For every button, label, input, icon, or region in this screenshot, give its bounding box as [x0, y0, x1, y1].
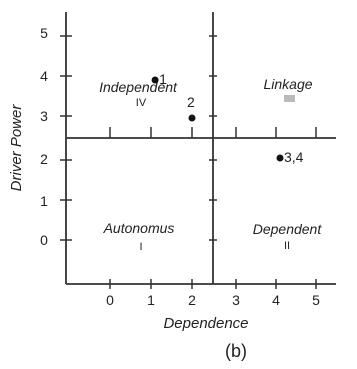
- quadrant-roman-i: I: [139, 241, 142, 253]
- data-point-label-2: 3,4: [284, 149, 304, 165]
- y-tick-label-1: 1: [40, 193, 48, 209]
- x-tick-label-4: 4: [272, 292, 280, 308]
- x-tick-label-2: 2: [188, 292, 196, 308]
- x-tick-label-5: 5: [312, 292, 320, 308]
- data-point-2: [276, 154, 284, 162]
- quadrant-label-dependent: Dependent: [253, 221, 323, 237]
- quadrant-labels: Independent IV Linkage Autonomus I Depen…: [99, 76, 322, 253]
- data-points: 123,4: [151, 71, 304, 165]
- y-tick-label-5: 5: [40, 25, 48, 41]
- y-tick-label-3: 3: [40, 108, 48, 124]
- figure-caption: (b): [225, 341, 247, 361]
- data-point-1: [188, 114, 196, 122]
- x-tick-label-3: 3: [232, 292, 240, 308]
- quadrant-label-independent: Independent: [99, 79, 178, 95]
- quadrant-roman-ii: II: [284, 240, 290, 252]
- quadrant-roman-iv: IV: [136, 97, 147, 109]
- y-tick-label-0: 0: [40, 232, 48, 248]
- y-tick-label-2: 2: [40, 151, 48, 167]
- x-tick-labels: 0 1 2 3 4 5: [106, 292, 320, 308]
- quadrant-marker-linkage: [284, 95, 295, 102]
- y-axis-title: Driver Power: [8, 104, 25, 192]
- data-point-label-1: 2: [187, 94, 195, 110]
- data-point-0: [151, 76, 159, 84]
- y-tick-labels: 0 1 2 3 4 5: [40, 25, 48, 248]
- x-tick-label-0: 0: [106, 292, 114, 308]
- quadrant-label-autonomus: Autonomus: [103, 220, 175, 236]
- data-point-label-0: 1: [159, 71, 167, 87]
- y-tick-label-4: 4: [40, 68, 48, 84]
- quadrant-label-linkage: Linkage: [263, 76, 312, 92]
- ticks: [60, 35, 317, 289]
- x-tick-label-1: 1: [147, 292, 155, 308]
- x-axis-title: Dependence: [163, 315, 248, 332]
- frame: [65, 12, 336, 285]
